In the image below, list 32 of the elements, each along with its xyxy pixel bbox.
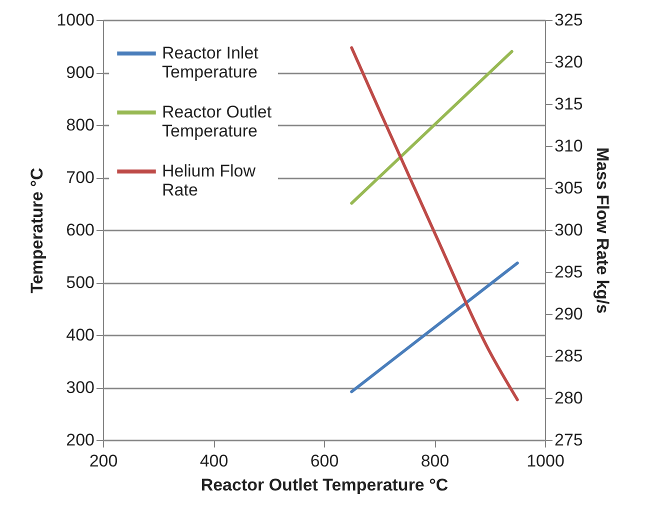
y-axis-title: Temperature °C [28, 168, 47, 294]
legend-label: Reactor Outlet Temperature [162, 102, 272, 140]
y-tick-label: 700 [66, 168, 94, 187]
y-tick-label: 500 [66, 273, 94, 292]
y2-axis-title: Mass Flow Rate kg/s [592, 147, 612, 314]
y2-tick-label: 290 [554, 304, 583, 324]
x-tick-label: 200 [89, 452, 118, 470]
y-tick-label: 1000 [56, 10, 94, 30]
x-tick-label: 400 [200, 452, 228, 470]
y2-tick-label: 305 [554, 178, 583, 198]
y-tick-label: 200 [66, 430, 94, 450]
y2-tick-label: 310 [554, 136, 583, 156]
y2-tick-label: 315 [554, 94, 583, 114]
y-tick-label: 400 [66, 326, 94, 344]
legend-label: Reactor Inlet Temperature [162, 44, 259, 82]
legend-label: Helium Flow Rate [162, 162, 256, 200]
y2-tick-label: 280 [554, 388, 583, 408]
y-tick-label: 800 [66, 116, 94, 134]
x-tick-label: 1000 [526, 452, 564, 470]
y-tick-label: 900 [66, 63, 94, 82]
x-axis-title: Reactor Outlet Temperature °C [200, 476, 448, 494]
y2-tick-label: 275 [554, 430, 583, 450]
y-tick-label: 600 [66, 220, 94, 240]
y2-tick-label: 300 [554, 220, 583, 240]
x-tick-label: 600 [310, 452, 339, 470]
y2-tick-label: 295 [554, 262, 583, 282]
y2-tick-label: 325 [554, 10, 583, 30]
y2-tick-label: 320 [554, 52, 583, 72]
line-series [350, 46, 519, 402]
x-tick-label: 800 [420, 452, 450, 470]
y-tick-label: 300 [66, 378, 94, 397]
y2-tick-label: 285 [554, 346, 583, 366]
